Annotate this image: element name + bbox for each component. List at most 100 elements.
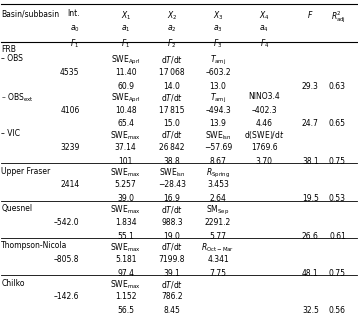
Text: d(SWE)/d$t$: d(SWE)/d$t$ bbox=[244, 129, 285, 141]
Text: NINO3.4: NINO3.4 bbox=[248, 92, 280, 101]
Text: d$T$/d$t$: d$T$/d$t$ bbox=[161, 204, 183, 215]
Text: 4.341: 4.341 bbox=[207, 255, 229, 264]
Text: –402.3: –402.3 bbox=[251, 105, 277, 115]
Text: 0.65: 0.65 bbox=[329, 120, 346, 128]
Text: d$T$/d$t$: d$T$/d$t$ bbox=[161, 129, 183, 140]
Text: – VIC: – VIC bbox=[1, 129, 20, 138]
Text: 7199.8: 7199.8 bbox=[159, 255, 185, 264]
Text: 38.8: 38.8 bbox=[164, 157, 180, 166]
Text: 2414: 2414 bbox=[60, 181, 79, 189]
Text: 48.1: 48.1 bbox=[302, 269, 319, 278]
Text: 4106: 4106 bbox=[60, 105, 79, 115]
Text: d$T$/d$t$: d$T$/d$t$ bbox=[161, 279, 183, 290]
Text: 0.56: 0.56 bbox=[329, 306, 346, 313]
Text: 56.5: 56.5 bbox=[117, 306, 134, 313]
Text: 786.2: 786.2 bbox=[161, 292, 183, 301]
Text: SWE$_{\mathrm{Aprl}}$: SWE$_{\mathrm{Aprl}}$ bbox=[111, 54, 140, 67]
Text: 3.453: 3.453 bbox=[207, 181, 229, 189]
Text: 0.75: 0.75 bbox=[329, 269, 346, 278]
Text: −57.69: −57.69 bbox=[204, 143, 232, 152]
Text: 4.46: 4.46 bbox=[256, 120, 273, 128]
Text: $F$: $F$ bbox=[307, 9, 314, 20]
Text: 988.3: 988.3 bbox=[161, 218, 183, 227]
Text: 5.257: 5.257 bbox=[115, 181, 137, 189]
Text: 0.63: 0.63 bbox=[329, 82, 346, 91]
Text: 39.1: 39.1 bbox=[164, 269, 180, 278]
Text: $F_4$: $F_4$ bbox=[260, 37, 269, 50]
Text: SWE$_{\mathrm{max}}$: SWE$_{\mathrm{max}}$ bbox=[110, 279, 141, 291]
Text: SWE$_{\mathrm{Aprl}}$: SWE$_{\mathrm{Aprl}}$ bbox=[111, 92, 140, 105]
Text: $a_4$: $a_4$ bbox=[260, 24, 269, 34]
Text: 16.9: 16.9 bbox=[164, 194, 180, 203]
Text: 0.53: 0.53 bbox=[329, 194, 346, 203]
Text: 97.4: 97.4 bbox=[117, 269, 134, 278]
Text: SWE$_{\mathrm{max}}$: SWE$_{\mathrm{max}}$ bbox=[110, 241, 141, 254]
Text: 17 815: 17 815 bbox=[159, 105, 185, 115]
Text: 4535: 4535 bbox=[60, 68, 79, 77]
Text: d$T$/d$t$: d$T$/d$t$ bbox=[161, 241, 183, 252]
Text: –542.0: –542.0 bbox=[54, 218, 79, 227]
Text: $R_{\mathrm{Oct-Mar}}$: $R_{\mathrm{Oct-Mar}}$ bbox=[202, 241, 235, 254]
Text: $T_{\mathrm{amj}}$: $T_{\mathrm{amj}}$ bbox=[210, 54, 226, 67]
Text: 3.70: 3.70 bbox=[256, 157, 273, 166]
Text: 8.67: 8.67 bbox=[210, 157, 227, 166]
Text: $X_1$: $X_1$ bbox=[121, 9, 131, 22]
Text: 65.4: 65.4 bbox=[117, 120, 134, 128]
Text: FRB: FRB bbox=[1, 45, 16, 54]
Text: SWE$_{\mathrm{lsn}}$: SWE$_{\mathrm{lsn}}$ bbox=[205, 129, 231, 142]
Text: Quesnel: Quesnel bbox=[1, 204, 33, 213]
Text: 17 068: 17 068 bbox=[159, 68, 185, 77]
Text: $R^2_{\mathrm{adj}}$: $R^2_{\mathrm{adj}}$ bbox=[331, 9, 346, 25]
Text: 55.1: 55.1 bbox=[117, 232, 134, 241]
Text: 13.0: 13.0 bbox=[210, 82, 227, 91]
Text: SWE$_{\mathrm{max}}$: SWE$_{\mathrm{max}}$ bbox=[110, 204, 141, 217]
Text: 38.1: 38.1 bbox=[302, 157, 319, 166]
Text: Thompson-Nicola: Thompson-Nicola bbox=[1, 241, 68, 250]
Text: $a_1$: $a_1$ bbox=[121, 24, 130, 34]
Text: – OBS$_{\mathrm{ext}}$: – OBS$_{\mathrm{ext}}$ bbox=[1, 92, 34, 104]
Text: 5.77: 5.77 bbox=[209, 232, 227, 241]
Text: SWE$_{\mathrm{max}}$: SWE$_{\mathrm{max}}$ bbox=[110, 167, 141, 179]
Text: 10.48: 10.48 bbox=[115, 105, 136, 115]
Text: 7.75: 7.75 bbox=[209, 269, 227, 278]
Text: 8.45: 8.45 bbox=[164, 306, 180, 313]
Text: Int.: Int. bbox=[67, 9, 79, 18]
Text: 24.7: 24.7 bbox=[302, 120, 319, 128]
Text: 32.5: 32.5 bbox=[302, 306, 319, 313]
Text: Chilko: Chilko bbox=[1, 279, 25, 288]
Text: 2.64: 2.64 bbox=[210, 194, 227, 203]
Text: 15.0: 15.0 bbox=[164, 120, 180, 128]
Text: 101: 101 bbox=[118, 157, 133, 166]
Text: 60.9: 60.9 bbox=[117, 82, 134, 91]
Text: –603.2: –603.2 bbox=[205, 68, 231, 77]
Text: $X_4$: $X_4$ bbox=[259, 9, 270, 22]
Text: 0.61: 0.61 bbox=[329, 232, 346, 241]
Text: 39.0: 39.0 bbox=[117, 194, 134, 203]
Text: –805.8: –805.8 bbox=[54, 255, 79, 264]
Text: SM$_{\mathrm{Sep}}$: SM$_{\mathrm{Sep}}$ bbox=[207, 204, 230, 217]
Text: SWE$_{\mathrm{lsn}}$: SWE$_{\mathrm{lsn}}$ bbox=[159, 167, 185, 179]
Text: 14.0: 14.0 bbox=[164, 82, 180, 91]
Text: $a_2$: $a_2$ bbox=[167, 24, 177, 34]
Text: 26 842: 26 842 bbox=[159, 143, 185, 152]
Text: Upper Fraser: Upper Fraser bbox=[1, 167, 50, 176]
Text: 26.6: 26.6 bbox=[302, 232, 319, 241]
Text: 0.75: 0.75 bbox=[329, 157, 346, 166]
Text: 1.834: 1.834 bbox=[115, 218, 136, 227]
Text: d$T$/d$t$: d$T$/d$t$ bbox=[161, 92, 183, 103]
Text: SWE$_{\mathrm{max}}$: SWE$_{\mathrm{max}}$ bbox=[110, 129, 141, 142]
Text: –494.3: –494.3 bbox=[205, 105, 231, 115]
Text: 29.3: 29.3 bbox=[302, 82, 319, 91]
Text: $F_1$: $F_1$ bbox=[121, 37, 130, 50]
Text: $T_{\mathrm{amj}}$: $T_{\mathrm{amj}}$ bbox=[210, 92, 226, 105]
Text: $a_0$: $a_0$ bbox=[70, 24, 79, 34]
Text: 1.152: 1.152 bbox=[115, 292, 136, 301]
Text: $F_1$: $F_1$ bbox=[70, 37, 79, 50]
Text: $F_2$: $F_2$ bbox=[167, 37, 176, 50]
Text: Basin/subbasin: Basin/subbasin bbox=[1, 9, 59, 18]
Text: – OBS: – OBS bbox=[1, 54, 23, 63]
Text: $a_3$: $a_3$ bbox=[213, 24, 223, 34]
Text: 2291.2: 2291.2 bbox=[205, 218, 231, 227]
Text: −28.43: −28.43 bbox=[158, 181, 186, 189]
Text: $F_3$: $F_3$ bbox=[213, 37, 223, 50]
